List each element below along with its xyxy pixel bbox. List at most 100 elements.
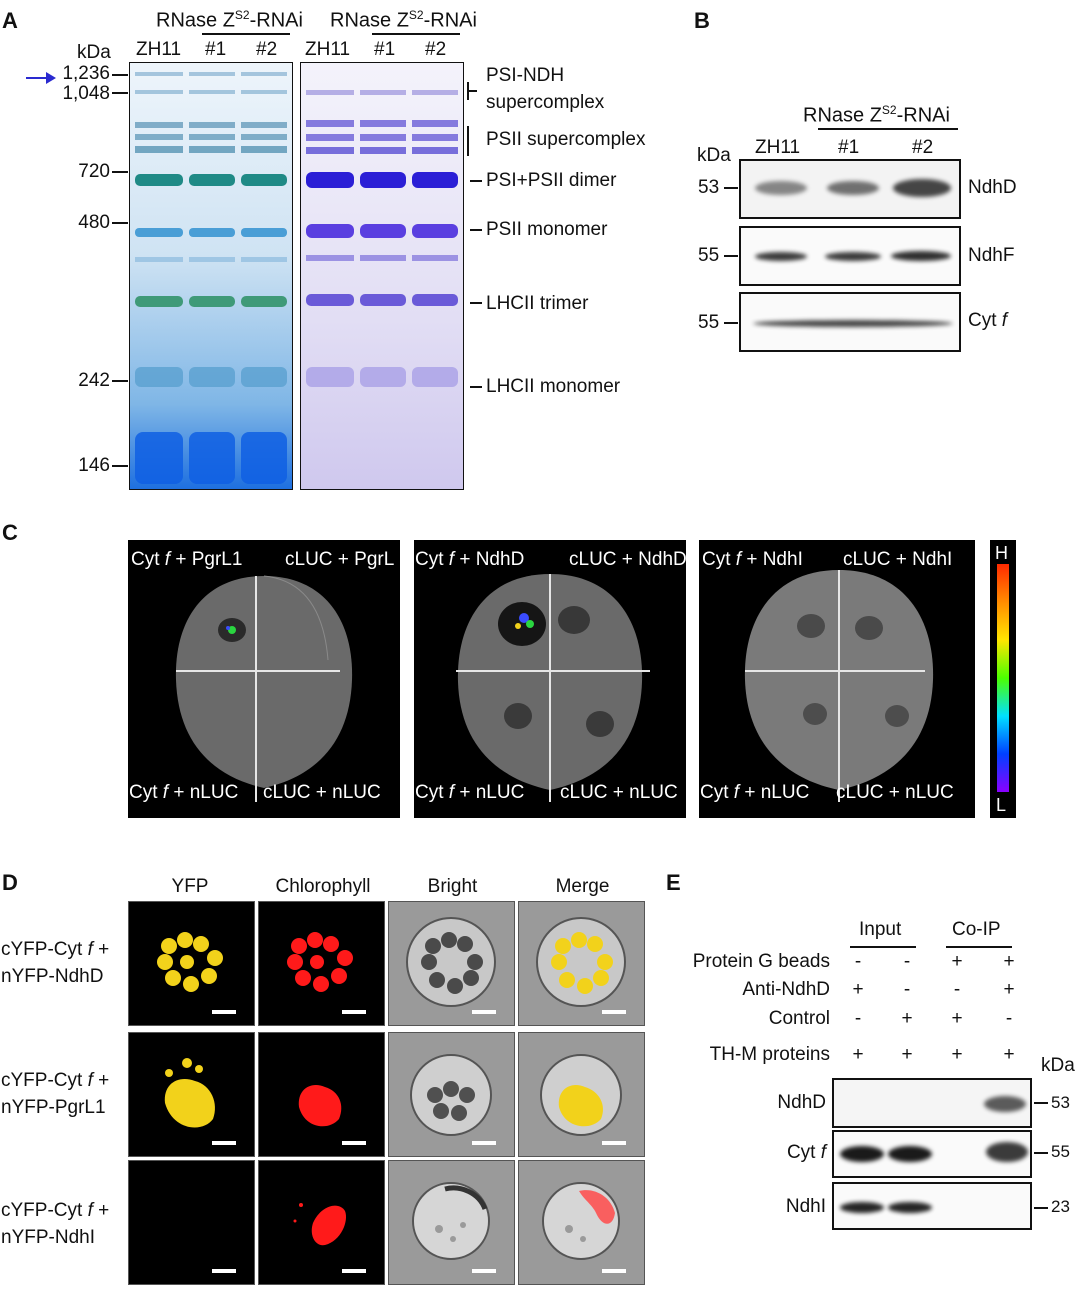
lhcii-monomer-tick (470, 386, 482, 388)
luminescence-scale-bar: H L (990, 540, 1016, 818)
sign: - (854, 1008, 862, 1029)
label-psii-supercomplex: PSII supercomplex (486, 129, 646, 150)
marker-1048: 1,048 (62, 83, 110, 104)
coip-cytf-blot (832, 1130, 1032, 1178)
panel-a-header-right: RNase ZS2-RNAi (330, 8, 477, 32)
leaf1-bottom-right-label: cLUC + nLUC (263, 782, 381, 803)
panel-e-label: E (666, 870, 681, 895)
leaf3-top-left-label: Cyt f + NdhI (702, 549, 803, 570)
marker-tick (112, 465, 128, 467)
leaf1-top-left-label: Cyt f + PgrL1 (131, 549, 243, 570)
marker-146: 146 (78, 455, 110, 476)
marker-tick (1034, 1152, 1048, 1154)
marker-tick (112, 92, 128, 94)
yfp-image-ndhi (128, 1160, 255, 1285)
coip-marker-53: 53 (1051, 1093, 1070, 1112)
panel-a-lane-2-left: #2 (256, 39, 278, 60)
label-lhcii-trimer: LHCII trimer (486, 293, 589, 314)
label-psi-ndh-supercomplex: supercomplex (486, 92, 605, 113)
panel-a-lane-1-left: #1 (205, 39, 227, 60)
luc-leaf-ndhi: Cyt f + NdhI cLUC + NdhI Cyt f + nLUC cL… (699, 540, 975, 818)
column-bright: Bright (427, 876, 478, 897)
marker-tick (112, 222, 128, 224)
label-psi-ndh: PSI-NDH (486, 65, 565, 86)
sign: + (852, 1044, 864, 1065)
panel-b-marker-53: 53 (698, 177, 720, 198)
psi-ndh-bracket-tick (467, 90, 477, 92)
marker-tick (1034, 1207, 1048, 1209)
marker-720: 720 (78, 161, 110, 182)
marker-tick (112, 380, 128, 382)
panel-a-rnai-bar-right (372, 33, 460, 35)
chlorophyll-image-ndhi (258, 1160, 385, 1285)
sign: - (953, 979, 961, 1000)
chlorophyll-image-ndhd (258, 901, 385, 1026)
panel-a-header-left: RNase ZS2-RNAi (156, 8, 303, 32)
condition-control: Control (768, 1008, 830, 1029)
sign: + (1003, 979, 1015, 1000)
chlorophyll-image-pgrl1 (258, 1032, 385, 1157)
sign: + (1003, 1044, 1015, 1065)
panel-b-marker-55-a: 55 (698, 245, 720, 266)
row2-label-line2: nYFP-PgrL1 (1, 1097, 106, 1118)
bn-page-gel-image (129, 62, 293, 490)
panel-e-unit: kDa (1041, 1055, 1075, 1076)
merge-image-ndhi (518, 1160, 645, 1285)
panel-c-label: C (2, 520, 18, 545)
panel-a-lane-2-right: #2 (425, 39, 447, 60)
stained-gel-image (300, 62, 464, 490)
leaf2-top-left-label: Cyt f + NdhD (415, 549, 525, 570)
panel-d-label: D (2, 870, 18, 895)
column-chlorophyll: Chlorophyll (275, 876, 371, 897)
panel-b-protein-ndhf: NdhF (968, 245, 1015, 266)
row3-label-line2: nYFP-NdhI (1, 1227, 95, 1248)
sign: + (951, 1008, 963, 1029)
marker-tick (724, 322, 738, 324)
panel-a-unit: kDa (77, 42, 111, 63)
marker-1236: 1,236 (62, 63, 110, 84)
panel-b-rnai-bar (818, 128, 958, 130)
sign: + (901, 1044, 913, 1065)
cytf-blot (739, 292, 961, 352)
yfp-image-ndhd (128, 901, 255, 1026)
psii-monomer-tick (470, 229, 482, 231)
yfp-image-pgrl1 (128, 1032, 255, 1157)
marker-tick (112, 171, 128, 173)
marker-tick (112, 74, 128, 76)
group-input-label: Input (859, 919, 902, 940)
ndhf-blot (739, 226, 961, 286)
label-lhcii-monomer: LHCII monomer (486, 376, 621, 397)
sign: - (1005, 1008, 1013, 1029)
column-merge: Merge (555, 876, 610, 897)
coip-ndhi-blot (832, 1182, 1032, 1230)
panel-a-lane-zh11-left: ZH11 (136, 39, 182, 60)
panel-a-lane-zh11-right: ZH11 (305, 39, 351, 60)
group-coip-label: Co-IP (952, 919, 1001, 940)
panel-b-protein-ndhd: NdhD (968, 177, 1017, 198)
sign: - (903, 951, 911, 972)
group-input-bar (850, 946, 916, 948)
luc-leaf-ndhd: Cyt f + NdhD cLUC + NdhD Cyt f + nLUC cL… (414, 540, 686, 818)
panel-b-lane-zh11: ZH11 (755, 137, 801, 158)
scale-gradient (997, 564, 1009, 792)
leaf1-top-right-label: cLUC + PgrL (285, 549, 395, 570)
leaf3-bottom-left-label: Cyt f + nLUC (700, 782, 810, 803)
panel-a-lane-1-right: #1 (374, 39, 396, 60)
panel-b-protein-cytf: Cyt f (968, 310, 1008, 331)
label-psii-monomer: PSII monomer (486, 219, 608, 240)
leaf2-top-right-label: cLUC + NdhD (569, 549, 686, 570)
sign: + (951, 1044, 963, 1065)
bright-image-ndhd (388, 901, 515, 1026)
panel-a-rnai-bar-left (202, 33, 290, 35)
merge-image-ndhd (518, 901, 645, 1026)
condition-th-m-proteins: TH-M proteins (709, 1044, 830, 1065)
coip-protein-ndhi: NdhI (785, 1196, 826, 1217)
row1-label-line2: nYFP-NdhD (1, 966, 104, 987)
row2-label-line1: cYFP-Cyt f + (1, 1070, 110, 1091)
psii-supercomplex-bracket (467, 126, 469, 156)
leaf2-bottom-left-label: Cyt f + nLUC (415, 782, 525, 803)
coip-marker-55: 55 (1051, 1142, 1070, 1161)
merge-image-pgrl1 (518, 1032, 645, 1157)
sign: + (852, 979, 864, 1000)
scale-high-label: H (995, 543, 1008, 563)
